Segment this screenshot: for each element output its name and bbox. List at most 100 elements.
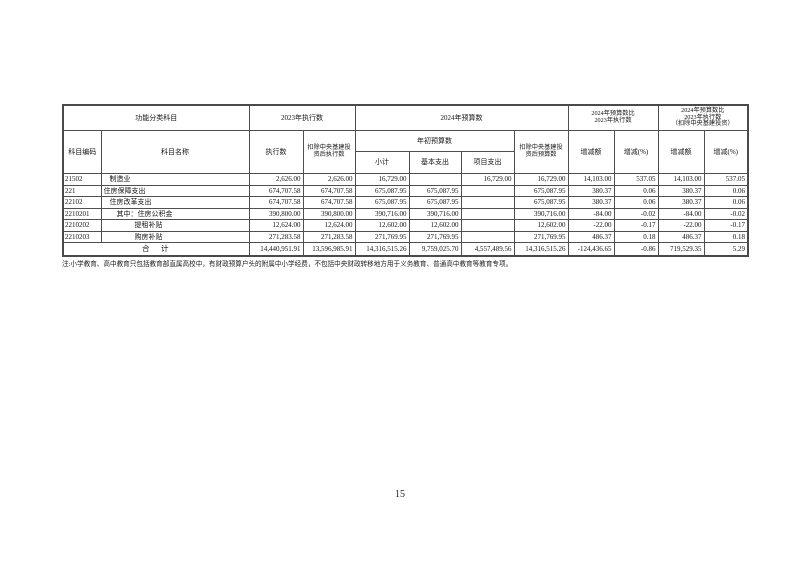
cell-name: 购房补贴 <box>100 230 250 243</box>
table-row: 22102 住房改革支出 674,707.58 674,707.58 675,0… <box>62 196 749 209</box>
header-exec-2023: 2023年执行数 <box>248 104 356 131</box>
header-row-groups: 功能分类科目 2023年执行数 2024年预算数 2024年预算数比 2023年… <box>62 104 749 131</box>
total-subtotal: 14,316,515.26 <box>354 242 410 256</box>
cell-change-pct: 0.18 <box>613 230 659 243</box>
header-subject-code: 科目编码 <box>62 130 102 174</box>
table-row: 2210203 购房补贴 271,283.58 271,283.58 271,7… <box>62 230 749 243</box>
cell-project: 16,729.00 <box>460 173 515 186</box>
table-row: 21502 制造业 2,626.00 2,626.00 16,729.00 16… <box>62 173 749 186</box>
cell-change-pct: 0.06 <box>613 196 659 209</box>
cell-exec: 674,707.58 <box>248 184 304 197</box>
cell-change-pct-excl: -0.17 <box>703 219 749 232</box>
cell-code: 221 <box>62 184 102 197</box>
cell-code: 2210201 <box>62 207 102 220</box>
cell-change-pct: -0.02 <box>613 207 659 220</box>
total-label: 合 计 <box>62 242 250 256</box>
footnote: 注:小学教育、高中教育只包括教育部直属高校中，有财政预算户头的附属中小学经费，不… <box>62 261 513 268</box>
total-basic: 9,759,025.70 <box>408 242 462 256</box>
header-compare-exec-excl: 2024年预算数比 2023年执行数 （扣除中央基建投资） <box>657 104 749 131</box>
header-change-pct-excl: 增减(%) <box>703 130 749 174</box>
cell-exec: 390,800.00 <box>248 207 304 220</box>
cell-basic: 271,769.95 <box>408 230 462 243</box>
header-project: 项目支出 <box>460 151 515 174</box>
total-exec-excl: 13,596,985.91 <box>302 242 356 256</box>
cell-code: 2210203 <box>62 230 102 243</box>
cell-change-amount: 486.37 <box>567 230 615 243</box>
table-row: 221 住房保障支出 674,707.58 674,707.58 675,087… <box>62 184 749 197</box>
cell-change-pct: -0.17 <box>613 219 659 232</box>
cell-subtotal: 675,087.95 <box>354 196 410 209</box>
total-row: 合 计 14,440,951.91 13,596,985.91 14,316,5… <box>62 242 749 256</box>
cell-change-amount: -22.00 <box>567 219 615 232</box>
header-change-amount-excl: 增减额 <box>657 130 705 174</box>
table-row: 2210202 提租补贴 12,624.00 12,624.00 12,602.… <box>62 219 749 232</box>
cell-change-pct: 537.05 <box>613 173 659 186</box>
cell-budget-excl: 675,087.95 <box>513 184 569 197</box>
cell-exec-excl: 674,707.58 <box>302 196 356 209</box>
cell-change-amount-excl: 380.37 <box>657 196 705 209</box>
cell-budget-excl: 390,716.00 <box>513 207 569 220</box>
cell-project <box>460 230 515 243</box>
cell-exec: 2,626.00 <box>248 173 304 186</box>
cell-basic: 390,716.00 <box>408 207 462 220</box>
cell-name: 住房改革支出 <box>100 196 250 209</box>
cell-change-amount: 380.37 <box>567 184 615 197</box>
total-change-pct: -0.86 <box>613 242 659 256</box>
cell-project <box>460 184 515 197</box>
cell-budget-excl: 12,602.00 <box>513 219 569 232</box>
cell-subtotal: 390,716.00 <box>354 207 410 220</box>
cell-exec-excl: 12,624.00 <box>302 219 356 232</box>
cell-basic: 12,602.00 <box>408 219 462 232</box>
cell-exec-excl: 674,707.58 <box>302 184 356 197</box>
cell-exec: 674,707.58 <box>248 196 304 209</box>
header-budget-2024: 2024年预算数 <box>354 104 569 131</box>
cell-change-pct-excl: -0.02 <box>703 207 749 220</box>
budget-table-container: 功能分类科目 2023年执行数 2024年预算数 2024年预算数比 2023年… <box>62 104 749 257</box>
cell-name: 制造业 <box>100 173 250 186</box>
header-subtotal: 小计 <box>354 151 410 174</box>
cell-change-amount-excl: 14,103.00 <box>657 173 705 186</box>
cell-exec-excl: 2,626.00 <box>302 173 356 186</box>
cell-project <box>460 219 515 232</box>
header-row-columns: 科目编码 科目名称 执行数 扣除中央基建投 资后执行数 年初预算数 扣除中央基建… <box>62 130 749 174</box>
header-initial-budget: 年初预算数 <box>354 130 515 152</box>
cell-exec: 12,624.00 <box>248 219 304 232</box>
header-subject-name: 科目名称 <box>100 130 250 174</box>
cell-budget-excl: 271,769.95 <box>513 230 569 243</box>
cell-name: 提租补贴 <box>100 219 250 232</box>
cell-change-amount-excl: -84.00 <box>657 207 705 220</box>
total-change-pct-excl: 5.29 <box>703 242 749 256</box>
header-basic: 基本支出 <box>408 151 462 174</box>
cell-code: 22102 <box>62 196 102 209</box>
header-change-amount: 增减额 <box>567 130 615 174</box>
header-exec-excl: 扣除中央基建投 资后执行数 <box>302 130 356 174</box>
cell-exec: 271,283.58 <box>248 230 304 243</box>
cell-code: 2210202 <box>62 219 102 232</box>
cell-basic: 675,087.95 <box>408 184 462 197</box>
cell-exec-excl: 390,800.00 <box>302 207 356 220</box>
table-row: 2210201 其中：住房公积金 390,800.00 390,800.00 3… <box>62 207 749 220</box>
cell-basic <box>408 173 462 186</box>
header-budget-excl: 扣除中央基建投 资后预算数 <box>513 130 569 174</box>
header-compare-exec: 2024年预算数比 2023年执行数 <box>567 104 659 131</box>
cell-change-pct-excl: 0.06 <box>703 196 749 209</box>
total-project: 4,557,489.56 <box>460 242 515 256</box>
cell-name: 住房保障支出 <box>100 184 250 197</box>
header-row-subcolumns: 小计 基本支出 项目支出 <box>63 151 748 174</box>
cell-change-amount: 14,103.00 <box>567 173 615 186</box>
cell-change-pct: 0.06 <box>613 184 659 197</box>
cell-change-amount-excl: 486.37 <box>657 230 705 243</box>
cell-budget-excl: 16,729.00 <box>513 173 569 186</box>
total-change-amount-excl: 719,529.35 <box>657 242 705 256</box>
cell-subtotal: 12,602.00 <box>354 219 410 232</box>
cell-name: 其中：住房公积金 <box>100 207 250 220</box>
cell-subtotal: 16,729.00 <box>354 173 410 186</box>
cell-project <box>460 207 515 220</box>
cell-change-amount: -84.00 <box>567 207 615 220</box>
header-change-pct: 增减(%) <box>613 130 659 174</box>
cell-change-amount-excl: 380.37 <box>657 184 705 197</box>
cell-subtotal: 675,087.95 <box>354 184 410 197</box>
cell-subtotal: 271,769.95 <box>354 230 410 243</box>
cell-code: 21502 <box>62 173 102 186</box>
